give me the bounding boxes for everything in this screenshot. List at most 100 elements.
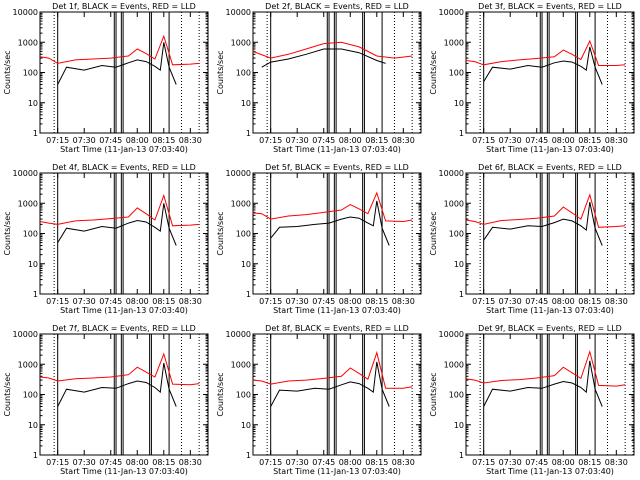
x-tick-label: 07:30 <box>499 458 522 467</box>
x-tick-label: 07:45 <box>525 297 548 306</box>
y-tick-label: 1 <box>246 290 251 299</box>
plot-frame <box>465 172 635 295</box>
chart-title: Det 8f, BLACK = Events, RED = LLD <box>265 324 409 333</box>
x-axis-label: Start Time (11-Jan-13 07:03:40) <box>60 145 188 154</box>
series-events-line <box>57 203 177 246</box>
y-tick-label: 10000 <box>439 169 464 178</box>
x-tick-label: 07:15 <box>472 297 495 306</box>
y-tick-label: 100 <box>23 230 38 239</box>
y-tick-label: 1000 <box>18 360 38 369</box>
series-lld-line <box>39 193 200 227</box>
x-tick-label: 08:30 <box>392 458 415 467</box>
y-axis-label: Counts/sec <box>216 372 225 416</box>
y-axis-label: Counts/sec <box>429 372 438 416</box>
x-tick-label: 07:15 <box>259 458 282 467</box>
x-tick-label: 08:00 <box>552 297 575 306</box>
chart-panel-7: Det 7f, BLACK = Events, RED = LLD 1 10 100 1… <box>3 324 209 476</box>
x-axis-label: Start Time (11-Jan-13 07:03:40) <box>273 145 401 154</box>
chart-panel-4: Det 4f, BLACK = Events, RED = LLD 1 10 100 1… <box>3 163 209 315</box>
x-tick-label: 08:30 <box>179 297 202 306</box>
y-tick-label: 100 <box>449 391 464 400</box>
plot-frame <box>252 11 422 134</box>
plot-frame <box>39 11 209 134</box>
plot-frame <box>252 333 422 456</box>
y-axis-label: Counts/sec <box>3 372 12 416</box>
series-events-line <box>483 360 603 407</box>
y-tick-label: 10000 <box>226 169 251 178</box>
series-lld-line <box>252 191 413 223</box>
y-tick-label: 1000 <box>18 199 38 208</box>
x-tick-label: 07:15 <box>259 136 282 145</box>
plot-frame <box>39 172 209 295</box>
x-tick-label: 07:30 <box>286 458 309 467</box>
x-tick-label: 07:15 <box>259 297 282 306</box>
y-tick-label: 10000 <box>13 169 38 178</box>
y-axis-label: Counts/sec <box>216 50 225 94</box>
plot-frame <box>39 333 209 456</box>
x-tick-label: 08:15 <box>152 297 175 306</box>
y-tick-label: 10 <box>28 421 38 430</box>
y-tick-label: 100 <box>236 230 251 239</box>
x-axis-label: Start Time (11-Jan-13 07:03:40) <box>273 467 401 476</box>
x-tick-label: 07:45 <box>525 458 548 467</box>
chart-title: Det 1f, BLACK = Events, RED = LLD <box>52 2 196 11</box>
x-tick-label: 08:15 <box>152 136 175 145</box>
y-tick-label: 10000 <box>226 8 251 17</box>
y-tick-label: 1 <box>459 290 464 299</box>
plot-frame <box>252 172 422 295</box>
y-tick-label: 10000 <box>439 330 464 339</box>
y-tick-label: 1000 <box>18 38 38 47</box>
y-tick-label: 10 <box>28 99 38 108</box>
x-tick-label: 07:45 <box>99 458 122 467</box>
x-tick-label: 07:30 <box>73 297 96 306</box>
x-tick-label: 08:00 <box>552 458 575 467</box>
y-tick-label: 10 <box>241 421 251 430</box>
x-tick-label: 07:30 <box>499 136 522 145</box>
chart-panel-9: Det 9f, BLACK = Events, RED = LLD 1 10 100 1… <box>429 324 635 476</box>
x-tick-label: 07:30 <box>499 297 522 306</box>
y-tick-label: 1 <box>33 129 38 138</box>
y-tick-label: 1 <box>459 451 464 460</box>
y-tick-label: 100 <box>236 391 251 400</box>
x-tick-label: 08:00 <box>339 458 362 467</box>
y-tick-label: 100 <box>23 69 38 78</box>
y-tick-label: 1 <box>33 451 38 460</box>
chart-panel-8: Det 8f, BLACK = Events, RED = LLD 1 10 100 1… <box>216 324 422 476</box>
x-tick-label: 08:30 <box>605 297 628 306</box>
y-tick-label: 100 <box>23 391 38 400</box>
x-tick-label: 08:30 <box>179 136 202 145</box>
series-events-line <box>57 362 177 407</box>
y-axis-label: Counts/sec <box>429 50 438 94</box>
x-tick-label: 08:15 <box>365 136 388 145</box>
x-tick-label: 08:30 <box>392 136 415 145</box>
x-tick-label: 07:15 <box>46 458 69 467</box>
chart-panel-1: Det 1f, BLACK = Events, RED = LLD 1 10 100 1… <box>3 2 209 154</box>
y-tick-label: 1 <box>246 451 251 460</box>
x-tick-label: 08:00 <box>552 136 575 145</box>
y-tick-label: 100 <box>449 69 464 78</box>
y-tick-label: 1000 <box>444 360 464 369</box>
x-tick-label: 08:30 <box>392 297 415 306</box>
x-tick-label: 08:00 <box>339 297 362 306</box>
y-tick-label: 10 <box>454 260 464 269</box>
y-tick-label: 1000 <box>444 199 464 208</box>
x-tick-label: 08:15 <box>365 458 388 467</box>
series-lld-line <box>252 41 413 59</box>
y-tick-label: 1 <box>459 129 464 138</box>
y-tick-label: 1000 <box>231 38 251 47</box>
series-events-line <box>57 42 177 85</box>
series-lld-line <box>39 34 200 66</box>
x-tick-label: 07:15 <box>472 136 495 145</box>
x-tick-label: 08:15 <box>578 297 601 306</box>
x-tick-label: 07:45 <box>312 458 335 467</box>
x-tick-label: 08:30 <box>605 136 628 145</box>
x-tick-label: 07:45 <box>312 297 335 306</box>
y-tick-label: 10000 <box>13 330 38 339</box>
series-lld-line <box>465 39 626 66</box>
series-events-line <box>270 361 390 407</box>
x-tick-label: 07:30 <box>286 297 309 306</box>
y-axis-label: Counts/sec <box>3 50 12 94</box>
chart-title: Det 4f, BLACK = Events, RED = LLD <box>52 163 196 172</box>
y-tick-label: 10 <box>241 99 251 108</box>
y-tick-label: 10 <box>28 260 38 269</box>
